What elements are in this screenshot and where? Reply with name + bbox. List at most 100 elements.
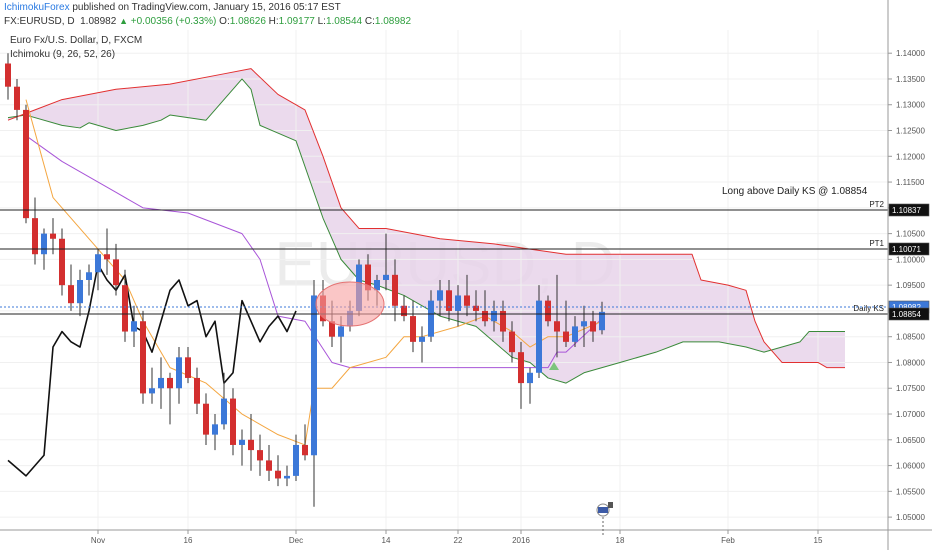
- candle: [131, 305, 137, 348]
- highlight-ellipse: [315, 281, 385, 327]
- candle-body: [104, 254, 110, 260]
- candle-body: [572, 326, 578, 342]
- y-tick-label: 1.10500: [896, 230, 925, 239]
- candle-body: [185, 357, 191, 378]
- candle: [23, 104, 29, 224]
- candle-body: [158, 377, 164, 389]
- candle-body: [437, 290, 443, 301]
- flag-marker[interactable]: [596, 502, 613, 535]
- candle: [437, 280, 443, 317]
- candle: [230, 388, 236, 456]
- candle: [50, 218, 56, 255]
- candle: [185, 347, 191, 384]
- candle: [158, 357, 164, 409]
- y-tick-label: 1.06500: [896, 436, 925, 445]
- x-tick-label: Feb: [721, 536, 735, 545]
- candle-body: [518, 352, 524, 384]
- candle-body: [545, 300, 551, 322]
- candle: [176, 347, 182, 404]
- candle-body: [86, 272, 92, 280]
- candle: [500, 300, 506, 342]
- up-arrow-icon: ▲: [119, 16, 128, 26]
- indicator-label[interactable]: Ichimoku (9, 26, 52, 26): [10, 49, 116, 60]
- candle: [491, 300, 497, 332]
- candle: [392, 259, 398, 322]
- candle: [212, 414, 218, 451]
- candle: [311, 280, 317, 507]
- author-link[interactable]: IchimokuForex: [4, 2, 70, 13]
- pt1-price-tag-text: 1.10071: [892, 245, 921, 254]
- candle-body: [374, 280, 380, 291]
- candle: [266, 444, 272, 482]
- candle: [86, 264, 92, 296]
- candle-body: [527, 372, 533, 384]
- candle: [239, 429, 245, 466]
- price-axis[interactable]: 1.14000 1.13500 1.13000 1.12500 1.12000 1.115…: [887, 0, 925, 550]
- candle: [536, 285, 542, 378]
- y-tick-label: 1.07000: [896, 410, 925, 419]
- candle: [122, 269, 128, 342]
- header: IchimokuForex published on TradingView.c…: [0, 0, 932, 30]
- candle: [221, 372, 227, 430]
- candle: [410, 300, 416, 353]
- candle: [248, 414, 254, 471]
- y-tick-label: 1.14000: [896, 49, 925, 58]
- candle: [203, 393, 209, 445]
- time-axis[interactable]: Nov 16 Dec 14 22 2016 18 Feb 15: [0, 529, 932, 545]
- candle-body: [590, 321, 596, 332]
- candle: [464, 274, 470, 317]
- candle-body: [554, 321, 560, 332]
- symbol-label: FX:EURUSD, D: [4, 16, 75, 27]
- chart-legend: Euro Fx/U.S. Dollar, D, FXCM Ichimoku (9…: [10, 34, 142, 62]
- y-tick-label: 1.11500: [896, 178, 925, 187]
- candle: [140, 310, 146, 404]
- candle-body: [482, 310, 488, 322]
- y-tick-label: 1.10000: [896, 255, 925, 264]
- candle: [509, 321, 515, 363]
- candle-body: [59, 238, 65, 286]
- close-value: 1.08982: [374, 16, 412, 27]
- candle: [284, 465, 290, 487]
- candle: [257, 434, 263, 476]
- candle-body: [392, 274, 398, 306]
- candle-body: [410, 316, 416, 342]
- low-value: 1.08544: [325, 16, 363, 27]
- instrument-label: Euro Fx/U.S. Dollar, D, FXCM: [10, 35, 143, 46]
- x-tick-label: 15: [814, 536, 823, 545]
- level-label: PT1: [869, 239, 884, 248]
- candle-body: [194, 377, 200, 404]
- candle-body: [77, 280, 83, 304]
- x-tick-label: 2016: [512, 536, 530, 545]
- candle: [14, 78, 20, 121]
- candle-body: [311, 295, 317, 456]
- candle: [5, 53, 11, 100]
- y-tick-label: 1.12000: [896, 152, 925, 161]
- signal-triangle-icon: [549, 362, 559, 370]
- candle-body: [5, 63, 11, 87]
- candle: [590, 310, 596, 342]
- candle-body: [509, 331, 515, 353]
- candle-body: [365, 264, 371, 291]
- y-tick-label: 1.13000: [896, 101, 925, 110]
- candle: [68, 264, 74, 311]
- y-tick-label: 1.05000: [896, 513, 925, 522]
- y-tick-label: 1.08000: [896, 358, 925, 367]
- cloud-fill: [8, 68, 845, 384]
- y-tick-label: 1.09500: [896, 281, 925, 290]
- candle: [419, 326, 425, 363]
- candle: [455, 285, 461, 327]
- candle-body: [500, 310, 506, 332]
- candle-body: [248, 439, 254, 451]
- candle: [527, 367, 533, 404]
- ohlc-line: FX:EURUSD, D 1.08982 ▲ +0.00356 (+0.33%)…: [4, 16, 411, 27]
- candle-body: [536, 300, 542, 373]
- candle: [482, 290, 488, 327]
- candle: [149, 367, 155, 404]
- pt2-price-tag-box: [888, 203, 930, 217]
- level-label: Daily KS: [853, 304, 884, 313]
- open-label: O:: [219, 16, 230, 27]
- candle-body: [464, 295, 470, 306]
- candles: [5, 53, 605, 507]
